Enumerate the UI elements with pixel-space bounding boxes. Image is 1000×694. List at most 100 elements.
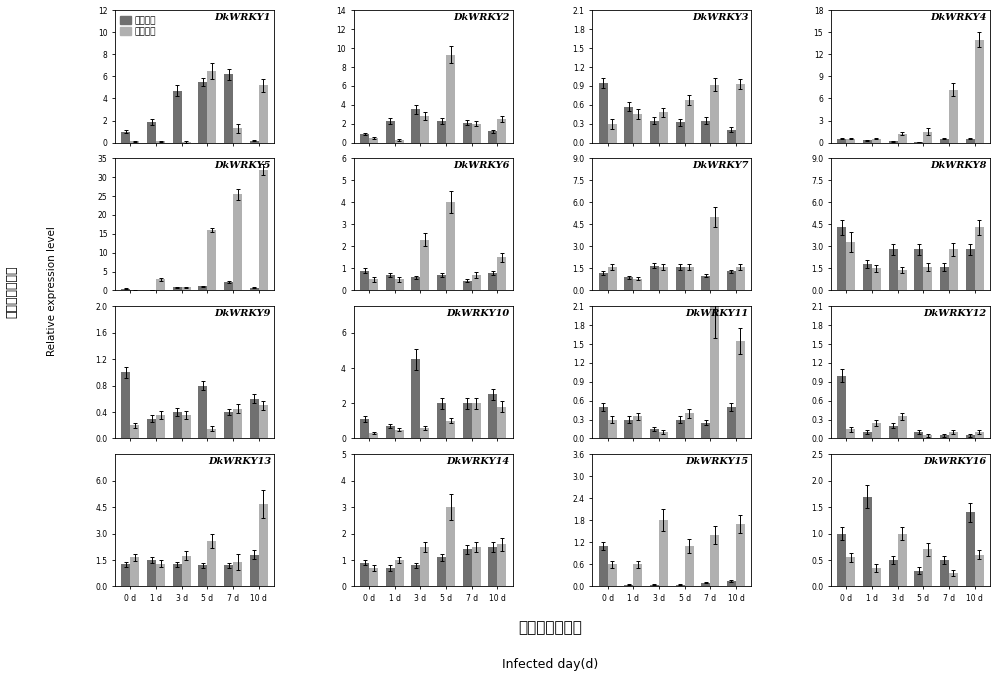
Bar bbox=[488, 394, 497, 439]
Bar bbox=[386, 275, 395, 291]
Text: DkWRKY8: DkWRKY8 bbox=[930, 161, 987, 170]
Bar bbox=[940, 139, 949, 142]
Bar bbox=[207, 541, 216, 586]
Text: DkWRKY11: DkWRKY11 bbox=[685, 309, 748, 318]
Bar bbox=[863, 140, 872, 142]
Bar bbox=[940, 560, 949, 586]
Bar bbox=[207, 71, 216, 142]
Text: DkWRKY13: DkWRKY13 bbox=[208, 457, 271, 466]
Bar bbox=[207, 230, 216, 291]
Bar bbox=[837, 534, 846, 586]
Bar bbox=[147, 122, 156, 142]
Text: Infected day(d): Infected day(d) bbox=[502, 659, 598, 671]
Bar bbox=[923, 132, 932, 142]
Bar bbox=[633, 279, 642, 291]
Bar bbox=[488, 273, 497, 291]
Bar bbox=[727, 130, 736, 142]
Text: DkWRKY5: DkWRKY5 bbox=[215, 161, 271, 170]
Bar bbox=[898, 534, 907, 586]
Bar bbox=[488, 131, 497, 142]
Bar bbox=[369, 433, 378, 439]
Bar bbox=[130, 425, 139, 439]
Bar bbox=[395, 139, 404, 142]
Bar bbox=[608, 564, 617, 586]
Bar bbox=[837, 228, 846, 291]
Bar bbox=[121, 132, 130, 142]
Bar bbox=[463, 280, 472, 291]
Bar bbox=[259, 504, 268, 586]
Text: DkWRKY12: DkWRKY12 bbox=[924, 309, 987, 318]
Bar bbox=[224, 412, 233, 439]
Bar bbox=[872, 423, 881, 439]
Bar bbox=[497, 544, 506, 586]
Bar bbox=[975, 432, 984, 439]
Bar bbox=[420, 116, 429, 142]
Bar bbox=[224, 282, 233, 291]
Bar bbox=[360, 563, 369, 586]
Bar bbox=[497, 407, 506, 439]
Text: DkWRKY9: DkWRKY9 bbox=[215, 309, 271, 318]
Bar bbox=[259, 170, 268, 291]
Bar bbox=[386, 121, 395, 142]
Bar bbox=[173, 287, 182, 291]
Bar bbox=[710, 85, 719, 142]
Bar bbox=[369, 280, 378, 291]
Bar bbox=[369, 568, 378, 586]
Bar bbox=[736, 524, 745, 586]
Bar bbox=[198, 82, 207, 142]
Bar bbox=[898, 270, 907, 291]
Bar bbox=[198, 566, 207, 586]
Bar bbox=[701, 583, 710, 586]
Bar bbox=[608, 124, 617, 142]
Bar bbox=[121, 373, 130, 439]
Bar bbox=[736, 84, 745, 142]
Bar bbox=[395, 280, 404, 291]
Bar bbox=[497, 119, 506, 142]
Text: DkWRKY2: DkWRKY2 bbox=[453, 13, 510, 22]
Bar bbox=[121, 564, 130, 586]
Bar bbox=[685, 267, 694, 291]
Bar bbox=[846, 557, 855, 586]
Bar bbox=[727, 581, 736, 586]
Text: DkWRKY4: DkWRKY4 bbox=[930, 13, 987, 22]
Bar bbox=[437, 403, 446, 439]
Bar bbox=[701, 121, 710, 142]
Bar bbox=[624, 584, 633, 586]
Bar bbox=[949, 432, 958, 439]
Bar bbox=[949, 573, 958, 586]
Bar bbox=[624, 278, 633, 291]
Bar bbox=[463, 550, 472, 586]
Bar bbox=[914, 570, 923, 586]
Bar bbox=[463, 403, 472, 439]
Bar bbox=[411, 359, 420, 439]
Bar bbox=[846, 429, 855, 439]
Bar bbox=[966, 512, 975, 586]
Bar bbox=[701, 423, 710, 439]
Bar bbox=[659, 267, 668, 291]
Bar bbox=[173, 564, 182, 586]
Bar bbox=[923, 435, 932, 439]
Bar bbox=[420, 547, 429, 586]
Bar bbox=[250, 288, 259, 291]
Text: DkWRKY3: DkWRKY3 bbox=[692, 13, 748, 22]
Bar bbox=[437, 557, 446, 586]
Text: 实时表达量水平: 实时表达量水平 bbox=[5, 265, 18, 318]
Bar bbox=[156, 564, 165, 586]
Bar bbox=[198, 287, 207, 291]
Bar bbox=[710, 217, 719, 291]
Bar bbox=[420, 428, 429, 439]
Bar bbox=[659, 112, 668, 142]
Bar bbox=[182, 415, 191, 439]
Bar bbox=[463, 123, 472, 142]
Bar bbox=[898, 416, 907, 439]
Text: DkWRKY10: DkWRKY10 bbox=[446, 309, 510, 318]
Bar bbox=[130, 557, 139, 586]
Bar bbox=[608, 420, 617, 439]
Bar bbox=[446, 421, 455, 439]
Bar bbox=[395, 430, 404, 439]
Bar bbox=[233, 128, 242, 142]
Bar bbox=[685, 100, 694, 142]
Bar bbox=[624, 420, 633, 439]
Bar bbox=[966, 249, 975, 291]
Text: DkWRKY1: DkWRKY1 bbox=[215, 13, 271, 22]
